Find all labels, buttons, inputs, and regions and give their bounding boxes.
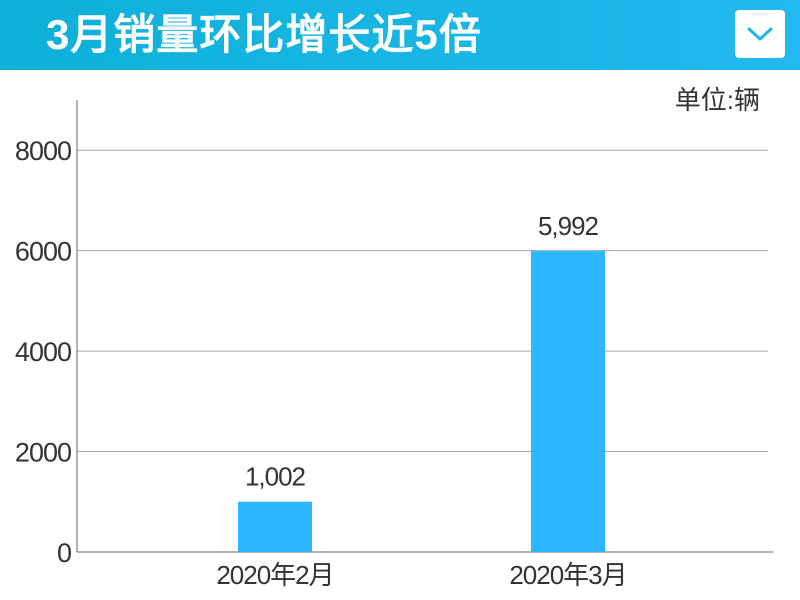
- y-tick-label: 4000: [15, 337, 71, 367]
- bar: [531, 251, 605, 552]
- x-tick-label: 2020年3月: [509, 560, 626, 590]
- header-bar: 3月销量环比增长近5倍: [0, 0, 800, 70]
- y-tick-label: 6000: [15, 237, 71, 267]
- chevron-down-icon: [747, 27, 773, 41]
- unit-label: 单位:辆: [674, 85, 760, 115]
- dropdown-button[interactable]: [735, 10, 785, 58]
- bar: [238, 501, 312, 552]
- y-tick-label: 8000: [15, 136, 71, 166]
- y-tick-label: 2000: [15, 438, 71, 468]
- data-label: 1,002: [245, 462, 306, 492]
- y-tick-label: 0: [57, 538, 71, 568]
- page-title: 3月销量环比增长近5倍: [46, 11, 482, 58]
- x-tick-label: 2020年2月: [216, 560, 333, 590]
- data-label: 5,992: [538, 211, 599, 241]
